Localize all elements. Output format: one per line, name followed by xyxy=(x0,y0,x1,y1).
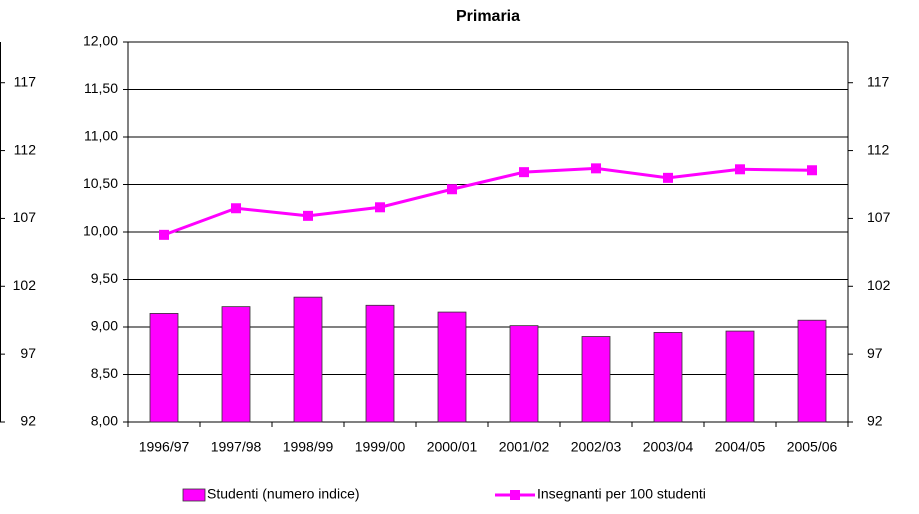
x-tick-label: 2001/02 xyxy=(499,439,550,455)
line xyxy=(163,166,813,237)
marker xyxy=(519,167,529,178)
marker xyxy=(735,164,745,175)
y-tick-label: 8,50 xyxy=(91,365,118,381)
y2-tick-label: 107 xyxy=(867,209,891,225)
bar xyxy=(293,296,323,423)
marker xyxy=(447,184,457,195)
y3-tick-label: 97 xyxy=(20,345,36,361)
x-tick-label: 2003/04 xyxy=(643,439,694,455)
marker xyxy=(375,202,385,213)
marker xyxy=(303,210,313,221)
y-tick-label: 8,00 xyxy=(91,413,118,429)
y2-tick-label: 102 xyxy=(867,277,891,293)
chart-title: Primaria xyxy=(456,8,520,25)
marker xyxy=(231,203,241,214)
x-tick-label: 2002/03 xyxy=(571,439,622,455)
y3-tick-label: 117 xyxy=(14,73,37,89)
bar xyxy=(365,304,395,423)
legend-swatch xyxy=(182,488,206,502)
marker xyxy=(807,165,817,176)
y3-tick-label: 102 xyxy=(13,277,37,293)
y-tick-label: 12,00 xyxy=(83,33,118,49)
y3-tick-label: 112 xyxy=(14,141,37,157)
legend-label: Studenti (numero indice) xyxy=(207,486,360,502)
legend-label: Insegnanti per 100 studenti xyxy=(537,486,706,502)
bar xyxy=(509,325,539,423)
y2-tick-label: 92 xyxy=(867,413,883,429)
marker xyxy=(591,163,601,174)
x-tick-label: 1999/00 xyxy=(355,439,406,455)
marker xyxy=(159,229,169,240)
legend-marker xyxy=(510,490,520,500)
y-tick-label: 11,00 xyxy=(84,128,118,144)
x-tick-label: 1998/99 xyxy=(283,439,334,455)
y-tick-label: 9,00 xyxy=(91,318,118,334)
bar xyxy=(581,336,611,423)
y2-tick-label: 112 xyxy=(867,141,890,157)
y2-tick-label: 97 xyxy=(867,345,883,361)
marker xyxy=(663,172,673,183)
y-tick-label: 10,00 xyxy=(83,223,118,239)
x-tick-label: 2005/06 xyxy=(787,439,838,455)
y-tick-label: 9,50 xyxy=(91,270,118,286)
y-tick-label: 10,50 xyxy=(83,175,118,191)
bar xyxy=(797,319,827,423)
y3-tick-label: 92 xyxy=(20,413,36,429)
y3-tick-label: 107 xyxy=(13,209,37,225)
x-tick-label: 2004/05 xyxy=(715,439,766,455)
x-tick-label: 2000/01 xyxy=(427,439,478,455)
x-tick-label: 1996/97 xyxy=(139,439,190,455)
bar xyxy=(221,306,251,423)
bar xyxy=(149,313,179,423)
y2-tick-label: 117 xyxy=(867,73,890,89)
bar xyxy=(437,311,467,423)
bar xyxy=(653,332,683,423)
y-tick-label: 11,50 xyxy=(84,80,118,96)
bar xyxy=(725,330,755,423)
x-tick-label: 1997/98 xyxy=(211,439,262,455)
